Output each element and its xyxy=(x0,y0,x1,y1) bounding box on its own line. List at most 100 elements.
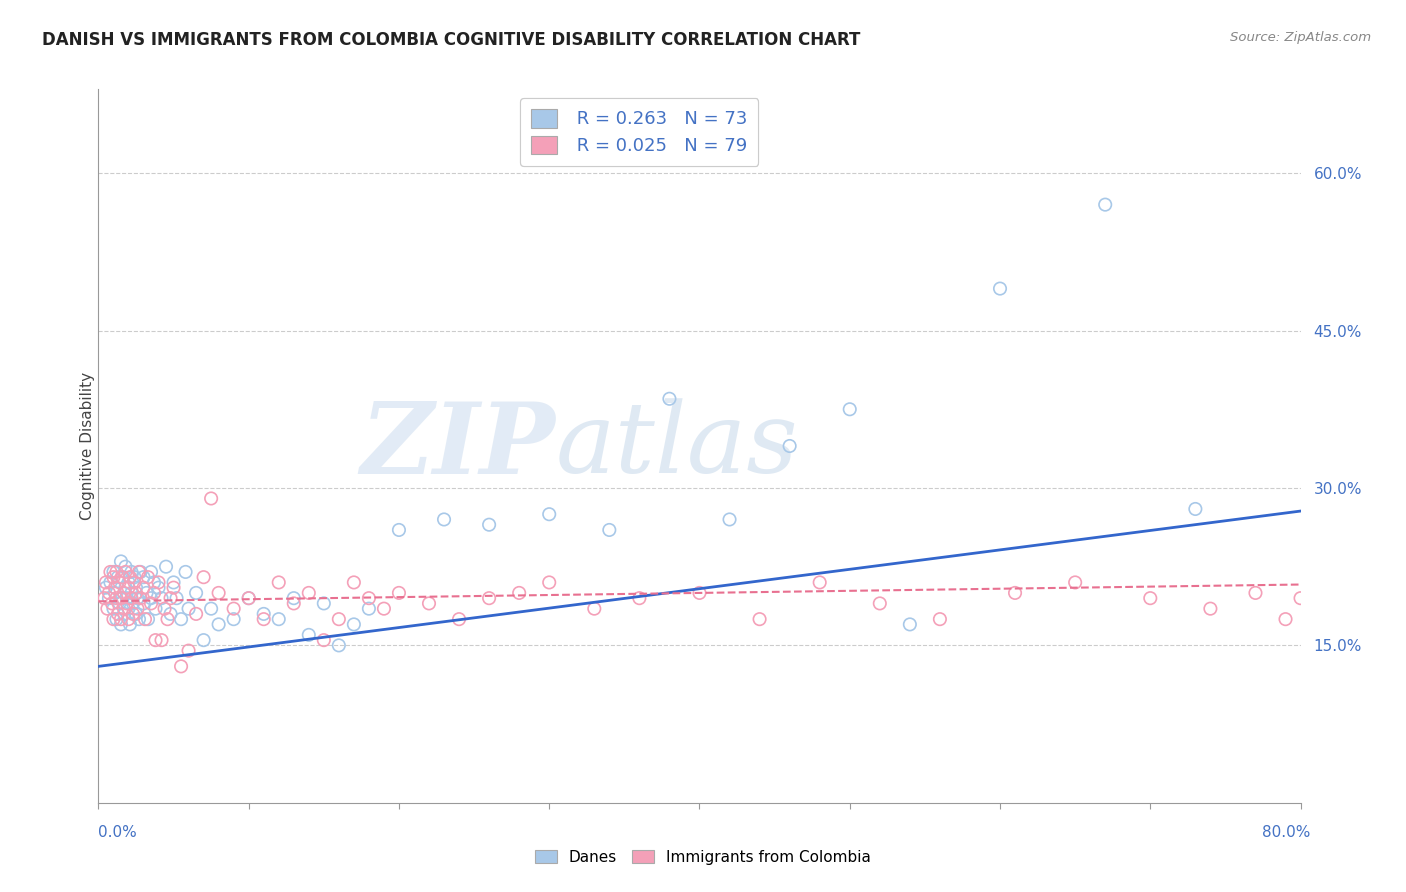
Point xyxy=(118,617,141,632)
Point xyxy=(114,559,136,574)
Text: 80.0%: 80.0% xyxy=(1263,825,1310,839)
Point xyxy=(598,523,620,537)
Point xyxy=(838,402,860,417)
Point xyxy=(107,607,129,621)
Point xyxy=(115,596,138,610)
Point xyxy=(283,591,305,606)
Point xyxy=(111,570,134,584)
Point xyxy=(143,575,166,590)
Point xyxy=(110,554,132,568)
Point xyxy=(136,612,159,626)
Point xyxy=(155,559,177,574)
Point xyxy=(128,612,150,626)
Point xyxy=(298,628,321,642)
Point xyxy=(150,591,173,606)
Point xyxy=(1199,601,1222,615)
Point xyxy=(125,581,148,595)
Point xyxy=(1289,591,1312,606)
Point xyxy=(162,575,184,590)
Point xyxy=(153,601,176,615)
Point xyxy=(94,581,117,595)
Point xyxy=(159,591,181,606)
Point xyxy=(115,591,138,606)
Point xyxy=(127,601,149,615)
Point xyxy=(139,565,162,579)
Point xyxy=(718,512,741,526)
Point xyxy=(156,612,179,626)
Point xyxy=(111,570,134,584)
Point xyxy=(132,596,155,610)
Point xyxy=(124,570,146,584)
Point xyxy=(107,570,129,584)
Point xyxy=(97,586,120,600)
Text: atlas: atlas xyxy=(555,399,799,493)
Point xyxy=(357,591,380,606)
Point xyxy=(253,612,276,626)
Point xyxy=(125,586,148,600)
Point xyxy=(132,570,155,584)
Point xyxy=(139,591,162,606)
Point xyxy=(145,633,167,648)
Point xyxy=(170,612,193,626)
Point xyxy=(128,565,150,579)
Point xyxy=(193,570,215,584)
Point xyxy=(312,596,335,610)
Point xyxy=(139,596,162,610)
Point xyxy=(132,581,155,595)
Point xyxy=(129,565,152,579)
Point xyxy=(418,596,440,610)
Point xyxy=(145,601,167,615)
Point xyxy=(114,565,136,579)
Point xyxy=(433,512,456,526)
Text: Source: ZipAtlas.com: Source: ZipAtlas.com xyxy=(1230,31,1371,45)
Point xyxy=(688,586,710,600)
Point xyxy=(105,591,128,606)
Point xyxy=(1184,502,1206,516)
Point xyxy=(988,282,1011,296)
Point xyxy=(112,607,135,621)
Point xyxy=(869,596,891,610)
Point xyxy=(357,601,380,615)
Point xyxy=(658,392,681,406)
Point xyxy=(222,601,245,615)
Point xyxy=(200,601,222,615)
Point xyxy=(148,575,170,590)
Point xyxy=(1064,575,1087,590)
Point xyxy=(148,581,170,595)
Point xyxy=(343,617,366,632)
Y-axis label: Cognitive Disability: Cognitive Disability xyxy=(80,372,94,520)
Point xyxy=(1004,586,1026,600)
Point xyxy=(110,612,132,626)
Point xyxy=(929,612,952,626)
Point xyxy=(193,633,215,648)
Point xyxy=(208,586,231,600)
Text: ZIP: ZIP xyxy=(360,398,555,494)
Point xyxy=(298,586,321,600)
Point xyxy=(328,639,350,653)
Point xyxy=(162,581,184,595)
Point xyxy=(94,575,117,590)
Point xyxy=(96,601,118,615)
Point xyxy=(779,439,801,453)
Point xyxy=(104,581,127,595)
Point xyxy=(121,586,143,600)
Point xyxy=(748,612,770,626)
Point xyxy=(1139,591,1161,606)
Text: DANISH VS IMMIGRANTS FROM COLOMBIA COGNITIVE DISABILITY CORRELATION CHART: DANISH VS IMMIGRANTS FROM COLOMBIA COGNI… xyxy=(42,31,860,49)
Point xyxy=(111,591,134,606)
Point xyxy=(898,617,921,632)
Point xyxy=(238,591,260,606)
Point xyxy=(112,601,135,615)
Point xyxy=(100,565,122,579)
Point xyxy=(143,586,166,600)
Point xyxy=(808,575,831,590)
Point xyxy=(117,575,139,590)
Point xyxy=(110,591,132,606)
Point xyxy=(150,633,173,648)
Point xyxy=(105,612,128,626)
Point xyxy=(103,565,125,579)
Point xyxy=(134,612,156,626)
Point xyxy=(267,612,290,626)
Point xyxy=(103,570,125,584)
Point xyxy=(170,659,193,673)
